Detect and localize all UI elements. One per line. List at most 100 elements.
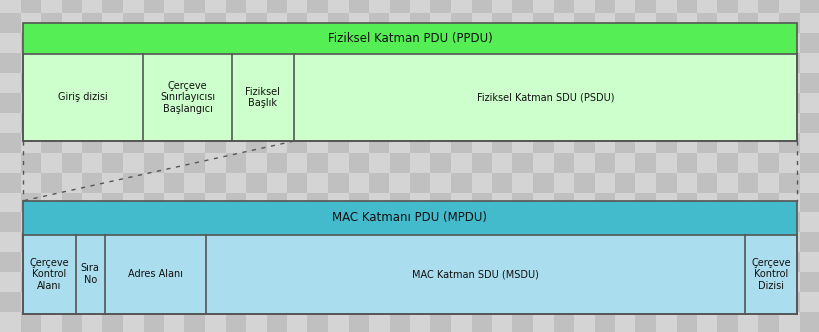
Bar bbox=[287, 193, 307, 212]
Bar bbox=[573, 292, 594, 312]
Bar bbox=[23, 235, 75, 314]
Bar bbox=[491, 272, 512, 292]
Bar bbox=[655, 13, 676, 33]
Bar bbox=[799, 312, 819, 332]
Bar bbox=[102, 53, 123, 73]
Bar bbox=[471, 93, 491, 113]
Bar bbox=[82, 212, 102, 232]
Bar bbox=[430, 193, 450, 212]
Text: Fiziksel Katman PDU (PPDU): Fiziksel Katman PDU (PPDU) bbox=[328, 32, 491, 45]
Bar bbox=[75, 235, 105, 314]
Bar bbox=[61, 33, 82, 53]
Bar bbox=[799, 193, 819, 212]
Bar bbox=[246, 133, 266, 153]
Bar bbox=[328, 133, 348, 153]
Bar bbox=[307, 53, 328, 73]
Bar bbox=[266, 0, 287, 13]
Bar bbox=[102, 0, 123, 13]
Bar bbox=[307, 272, 328, 292]
Bar bbox=[348, 272, 369, 292]
Bar bbox=[287, 33, 307, 53]
Bar bbox=[573, 252, 594, 272]
Bar bbox=[82, 193, 102, 212]
Bar bbox=[82, 312, 102, 332]
Bar bbox=[512, 312, 532, 332]
Bar bbox=[184, 173, 205, 193]
Bar bbox=[410, 252, 430, 272]
Bar bbox=[266, 232, 287, 252]
Bar bbox=[778, 193, 799, 212]
Bar bbox=[102, 93, 123, 113]
Bar bbox=[758, 212, 778, 232]
Bar bbox=[307, 133, 328, 153]
Bar bbox=[614, 252, 635, 272]
Text: Çerçeve
Kontrol
Alanı: Çerçeve Kontrol Alanı bbox=[29, 258, 69, 291]
Bar bbox=[123, 272, 143, 292]
Bar bbox=[758, 53, 778, 73]
Bar bbox=[61, 153, 82, 173]
Bar bbox=[225, 173, 246, 193]
Bar bbox=[410, 113, 430, 133]
Bar bbox=[0, 252, 20, 272]
Bar bbox=[594, 113, 614, 133]
Bar bbox=[594, 232, 614, 252]
Bar bbox=[348, 133, 369, 153]
Bar bbox=[266, 93, 287, 113]
Bar bbox=[758, 33, 778, 53]
Bar bbox=[594, 292, 614, 312]
Bar bbox=[61, 252, 82, 272]
Bar bbox=[328, 0, 348, 13]
Bar bbox=[287, 93, 307, 113]
Bar bbox=[512, 73, 532, 93]
Bar bbox=[266, 292, 287, 312]
Bar bbox=[82, 93, 102, 113]
Bar bbox=[758, 173, 778, 193]
Bar bbox=[717, 252, 737, 272]
Bar bbox=[205, 93, 225, 113]
Bar bbox=[717, 0, 737, 13]
Bar bbox=[655, 113, 676, 133]
Bar bbox=[61, 53, 82, 73]
Bar bbox=[430, 73, 450, 93]
Bar bbox=[471, 312, 491, 332]
Bar bbox=[573, 272, 594, 292]
Bar bbox=[164, 13, 184, 33]
Bar bbox=[450, 252, 471, 272]
Bar bbox=[450, 13, 471, 33]
Bar bbox=[389, 153, 410, 173]
Bar bbox=[614, 292, 635, 312]
Bar bbox=[246, 113, 266, 133]
Bar bbox=[744, 235, 796, 314]
Bar bbox=[553, 173, 573, 193]
Bar bbox=[41, 193, 61, 212]
Bar bbox=[450, 292, 471, 312]
Bar bbox=[41, 153, 61, 173]
Bar bbox=[410, 0, 430, 13]
Bar bbox=[61, 113, 82, 133]
Bar bbox=[143, 272, 164, 292]
Bar bbox=[143, 312, 164, 332]
Bar bbox=[348, 0, 369, 13]
Bar bbox=[532, 13, 553, 33]
Bar bbox=[676, 153, 696, 173]
Bar bbox=[696, 93, 717, 113]
Bar bbox=[164, 113, 184, 133]
Bar bbox=[287, 0, 307, 13]
Bar bbox=[143, 193, 164, 212]
Bar bbox=[532, 212, 553, 232]
Bar bbox=[696, 13, 717, 33]
Bar bbox=[143, 93, 164, 113]
Bar bbox=[655, 312, 676, 332]
Bar bbox=[573, 153, 594, 173]
Bar bbox=[41, 33, 61, 53]
Bar bbox=[164, 252, 184, 272]
Bar bbox=[717, 272, 737, 292]
Bar bbox=[676, 173, 696, 193]
Text: Çerçeve
Kontrol
Dizisi: Çerçeve Kontrol Dizisi bbox=[750, 258, 790, 291]
Bar bbox=[102, 193, 123, 212]
Bar bbox=[573, 53, 594, 73]
Bar bbox=[164, 232, 184, 252]
Bar bbox=[635, 272, 655, 292]
Bar bbox=[553, 193, 573, 212]
Bar bbox=[287, 292, 307, 312]
